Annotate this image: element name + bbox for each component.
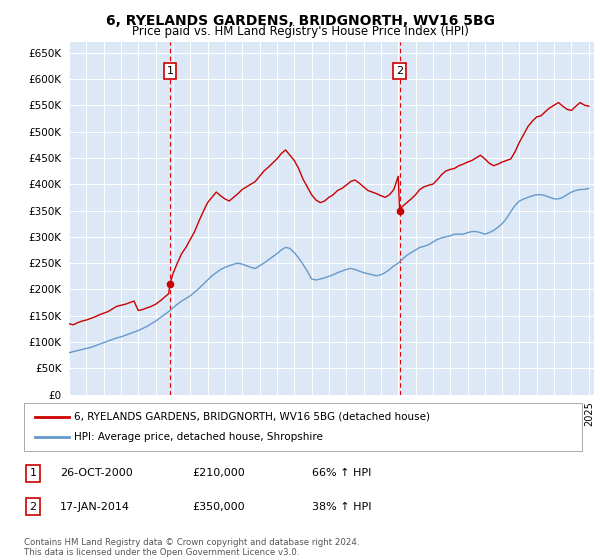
Text: 1: 1 bbox=[167, 66, 173, 76]
Text: Price paid vs. HM Land Registry's House Price Index (HPI): Price paid vs. HM Land Registry's House … bbox=[131, 25, 469, 38]
Text: 2: 2 bbox=[29, 502, 37, 512]
Text: HPI: Average price, detached house, Shropshire: HPI: Average price, detached house, Shro… bbox=[74, 432, 323, 442]
Text: 17-JAN-2014: 17-JAN-2014 bbox=[60, 502, 130, 512]
Text: 1: 1 bbox=[29, 468, 37, 478]
Text: Contains HM Land Registry data © Crown copyright and database right 2024.
This d: Contains HM Land Registry data © Crown c… bbox=[24, 538, 359, 557]
Text: £350,000: £350,000 bbox=[192, 502, 245, 512]
Text: 6, RYELANDS GARDENS, BRIDGNORTH, WV16 5BG (detached house): 6, RYELANDS GARDENS, BRIDGNORTH, WV16 5B… bbox=[74, 412, 430, 422]
Text: 2: 2 bbox=[396, 66, 403, 76]
Text: 66% ↑ HPI: 66% ↑ HPI bbox=[312, 468, 371, 478]
Text: 26-OCT-2000: 26-OCT-2000 bbox=[60, 468, 133, 478]
Text: £210,000: £210,000 bbox=[192, 468, 245, 478]
Text: 38% ↑ HPI: 38% ↑ HPI bbox=[312, 502, 371, 512]
Text: 6, RYELANDS GARDENS, BRIDGNORTH, WV16 5BG: 6, RYELANDS GARDENS, BRIDGNORTH, WV16 5B… bbox=[106, 14, 494, 28]
